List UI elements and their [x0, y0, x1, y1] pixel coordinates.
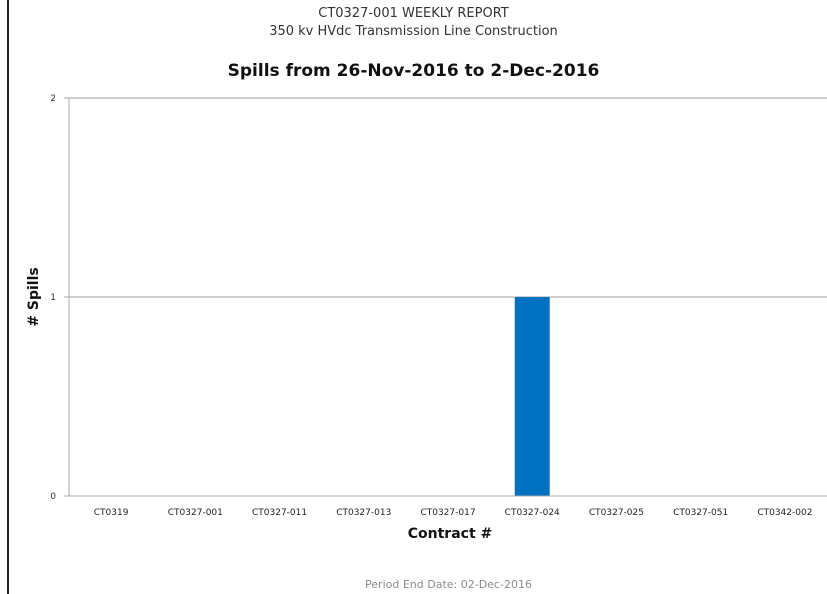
x-axis-title: Contract #: [408, 526, 493, 542]
x-tick-label: CT0327-051: [673, 508, 728, 518]
chart-title: Spills from 26-Nov-2016 to 2-Dec-2016: [227, 61, 600, 81]
grid-lines: [64, 97, 827, 497]
report-subtitle: 350 kv HVdc Transmission Line Constructi…: [269, 24, 558, 39]
bars: [514, 297, 550, 496]
y-tick-label: 1: [50, 293, 56, 303]
x-tick-label: CT0327-013: [336, 508, 391, 518]
x-tick-label: CT0327-024: [505, 508, 560, 518]
x-tick-label: CT0327-025: [589, 508, 644, 518]
x-tick-labels: CT0319 CT0327-001 CT0327-011 CT0327-013 CT03…: [94, 508, 813, 518]
period-end-date: Period End Date: 02-Dec-2016: [365, 578, 532, 591]
frame-left-border: [7, 0, 9, 594]
y-tick-label: 2: [50, 94, 56, 104]
x-tick-label: CT0319: [94, 508, 129, 518]
x-tick-label: CT0327-017: [420, 508, 475, 518]
x-tick-label: CT0327-011: [252, 508, 307, 518]
bar-CT0327-024: [514, 297, 550, 496]
x-tick-label: CT0342-002: [757, 508, 812, 518]
report-title: CT0327-001 WEEKLY REPORT: [318, 6, 509, 21]
y-tick-label: 0: [50, 492, 56, 502]
y-tick-labels: 0 1 2: [50, 94, 56, 502]
x-tick-label: CT0327-001: [168, 508, 223, 518]
y-axis-title: # Spills: [26, 267, 42, 326]
